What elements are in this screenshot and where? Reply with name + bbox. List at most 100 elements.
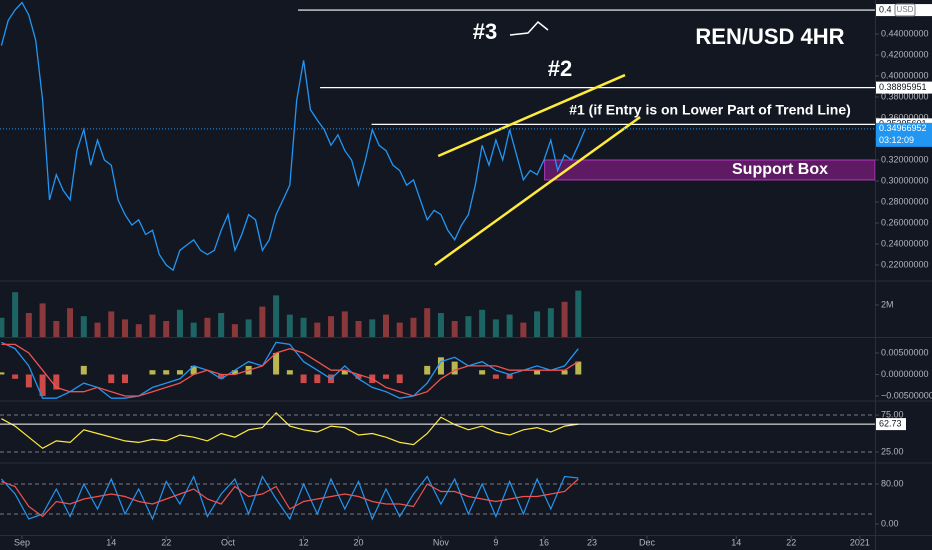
volume-bar xyxy=(492,319,499,337)
volume-bar xyxy=(547,308,554,337)
y-tick-label: 0.24000000 xyxy=(881,238,929,248)
volume-bar xyxy=(424,308,431,337)
y-tick-label: 0.30000000 xyxy=(881,175,929,185)
y-tick-label: −0.00500000 xyxy=(881,390,932,400)
volume-bar xyxy=(355,321,362,337)
volume-bar xyxy=(437,313,444,337)
y-tick-label: 0.40000000 xyxy=(881,70,929,80)
volume-bar xyxy=(465,316,472,337)
volume-bar xyxy=(204,317,211,337)
y-tick-label: 0.42000000 xyxy=(881,49,929,59)
histogram-bar xyxy=(355,374,362,379)
volume-bar xyxy=(396,322,403,337)
histogram-bar xyxy=(149,370,156,375)
histogram-bar xyxy=(451,361,458,375)
pane xyxy=(0,290,582,337)
volume-bar xyxy=(122,319,128,337)
level-tag-label: 0.4 xyxy=(879,4,892,14)
volume-bar xyxy=(369,319,376,337)
chart-title: REN/USD 4HR xyxy=(695,24,844,49)
volume-bar xyxy=(108,311,115,337)
histogram-bar xyxy=(534,370,541,375)
last-price-tag xyxy=(876,122,932,147)
volume-bar xyxy=(149,314,156,337)
histogram-bar xyxy=(231,370,238,375)
volume-bar xyxy=(67,308,74,337)
volume-bar xyxy=(190,322,197,337)
volume-bar xyxy=(506,314,513,337)
histogram-bar xyxy=(39,374,46,397)
pane xyxy=(0,1,875,272)
volume-bar xyxy=(80,316,87,337)
histogram-bar xyxy=(492,374,499,379)
y-tick-label: 0.38000000 xyxy=(881,91,929,101)
last-price-label: 0.34966952 xyxy=(879,123,927,133)
x-tick-label: 16 xyxy=(539,537,549,547)
volume-bar xyxy=(259,306,266,337)
histogram-bar xyxy=(80,365,87,375)
volume-bar xyxy=(39,303,46,337)
histogram-bar xyxy=(218,374,225,379)
arrow-sketch xyxy=(509,20,549,36)
y-tick-label: 0.44000000 xyxy=(881,28,929,38)
volume-bar xyxy=(314,322,321,337)
stoch-line xyxy=(1,478,579,518)
volume-bar xyxy=(561,301,568,337)
histogram-bar xyxy=(53,374,60,390)
histogram-bar xyxy=(424,365,431,375)
x-tick-label: 9 xyxy=(493,537,498,547)
x-tick-label: Dec xyxy=(639,537,656,547)
x-tick-label: 12 xyxy=(299,537,309,547)
x-tick-label: 23 xyxy=(587,537,597,547)
pane xyxy=(0,341,582,399)
y-tick-label: 80.00 xyxy=(881,478,904,488)
volume-bar xyxy=(176,309,183,337)
level-tag xyxy=(876,81,932,94)
trend-line xyxy=(434,116,641,267)
annotation: Support Box xyxy=(732,161,828,178)
price-line xyxy=(0,1,586,272)
volume-bar xyxy=(53,321,60,337)
x-tick-label: 22 xyxy=(161,537,171,547)
histogram-bar xyxy=(108,374,115,384)
volume-bar xyxy=(451,321,458,337)
histogram-bar xyxy=(286,370,293,375)
y-tick-label: 75.00 xyxy=(881,409,904,419)
histogram-bar xyxy=(122,374,128,384)
volume-bar xyxy=(94,322,101,337)
histogram-bar xyxy=(561,370,568,375)
histogram-bar xyxy=(300,374,307,384)
volume-bar xyxy=(12,292,19,337)
y-tick-label: 0.00000000 xyxy=(881,369,929,379)
volume-bar xyxy=(218,313,225,337)
volume-bar xyxy=(479,309,486,337)
pane xyxy=(0,474,579,521)
volume-bar xyxy=(328,316,335,337)
volume-bar xyxy=(300,317,307,337)
y-tick-label: 0.22000000 xyxy=(881,259,929,269)
y-tick-label: 0.32000000 xyxy=(881,154,929,164)
x-tick-label: 2021 xyxy=(850,537,870,547)
volume-bar xyxy=(273,295,280,337)
volume-bar xyxy=(245,319,252,337)
histogram-bar xyxy=(341,370,348,375)
trend-line xyxy=(437,73,626,158)
volume-bar xyxy=(575,290,582,337)
pane xyxy=(1,411,579,450)
stoch-line xyxy=(0,474,579,521)
histogram-bar xyxy=(396,374,403,384)
histogram-bar xyxy=(479,370,486,375)
histogram-bar xyxy=(506,374,513,379)
currency-badge xyxy=(894,3,916,17)
volume-bar xyxy=(534,311,541,337)
volume-bar xyxy=(382,314,389,337)
level-tag-label: 0.38895951 xyxy=(879,82,927,92)
volume-bar xyxy=(286,314,293,337)
volume-bar xyxy=(410,317,417,337)
countdown: 03:12:09 xyxy=(879,135,914,145)
histogram-bar xyxy=(382,374,389,379)
annotation: #3 xyxy=(473,19,497,44)
x-tick-label: Oct xyxy=(221,537,236,547)
